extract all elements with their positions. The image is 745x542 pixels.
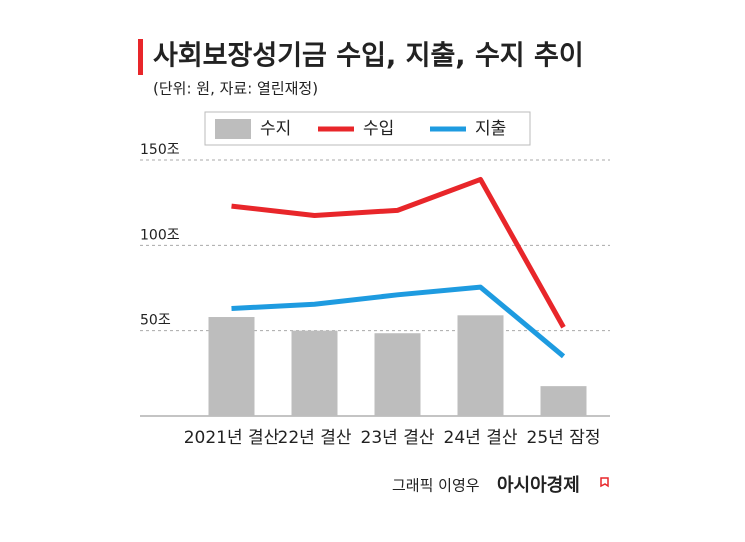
- line: [231, 176, 566, 329]
- bar: [457, 315, 504, 416]
- chart-subtitle: (단위: 원, 자료: 열린재정): [153, 80, 318, 98]
- legend-label: 수지: [260, 119, 291, 139]
- y-tick-label: 50조: [140, 313, 171, 329]
- x-tick-label: 22년 결산: [278, 428, 352, 448]
- legend-label: 지출: [475, 119, 506, 139]
- x-tick-label: 2021년 결산: [184, 428, 280, 448]
- y-tick-label: 150조: [140, 142, 180, 158]
- bar: [540, 386, 587, 416]
- x-tick-label: 23년 결산: [361, 428, 435, 448]
- source: 아시아경제: [497, 475, 580, 496]
- legend-label: 수입: [363, 119, 394, 139]
- logo-icon: [600, 477, 609, 488]
- bar: [291, 330, 338, 416]
- legend-box: [204, 111, 531, 146]
- credit: 그래픽 이영우: [392, 477, 480, 495]
- x-tick-label: 25년 잠정: [527, 428, 601, 448]
- x-tick-label: 24년 결산: [444, 428, 518, 448]
- bar: [208, 317, 255, 416]
- line: [231, 284, 566, 359]
- title-marker: [138, 39, 143, 75]
- bar: [374, 333, 421, 416]
- chart-title: 사회보장성기금 수입, 지출, 수지 추이: [153, 41, 584, 72]
- y-tick-label: 100조: [140, 227, 180, 243]
- legend-swatch: [215, 119, 251, 139]
